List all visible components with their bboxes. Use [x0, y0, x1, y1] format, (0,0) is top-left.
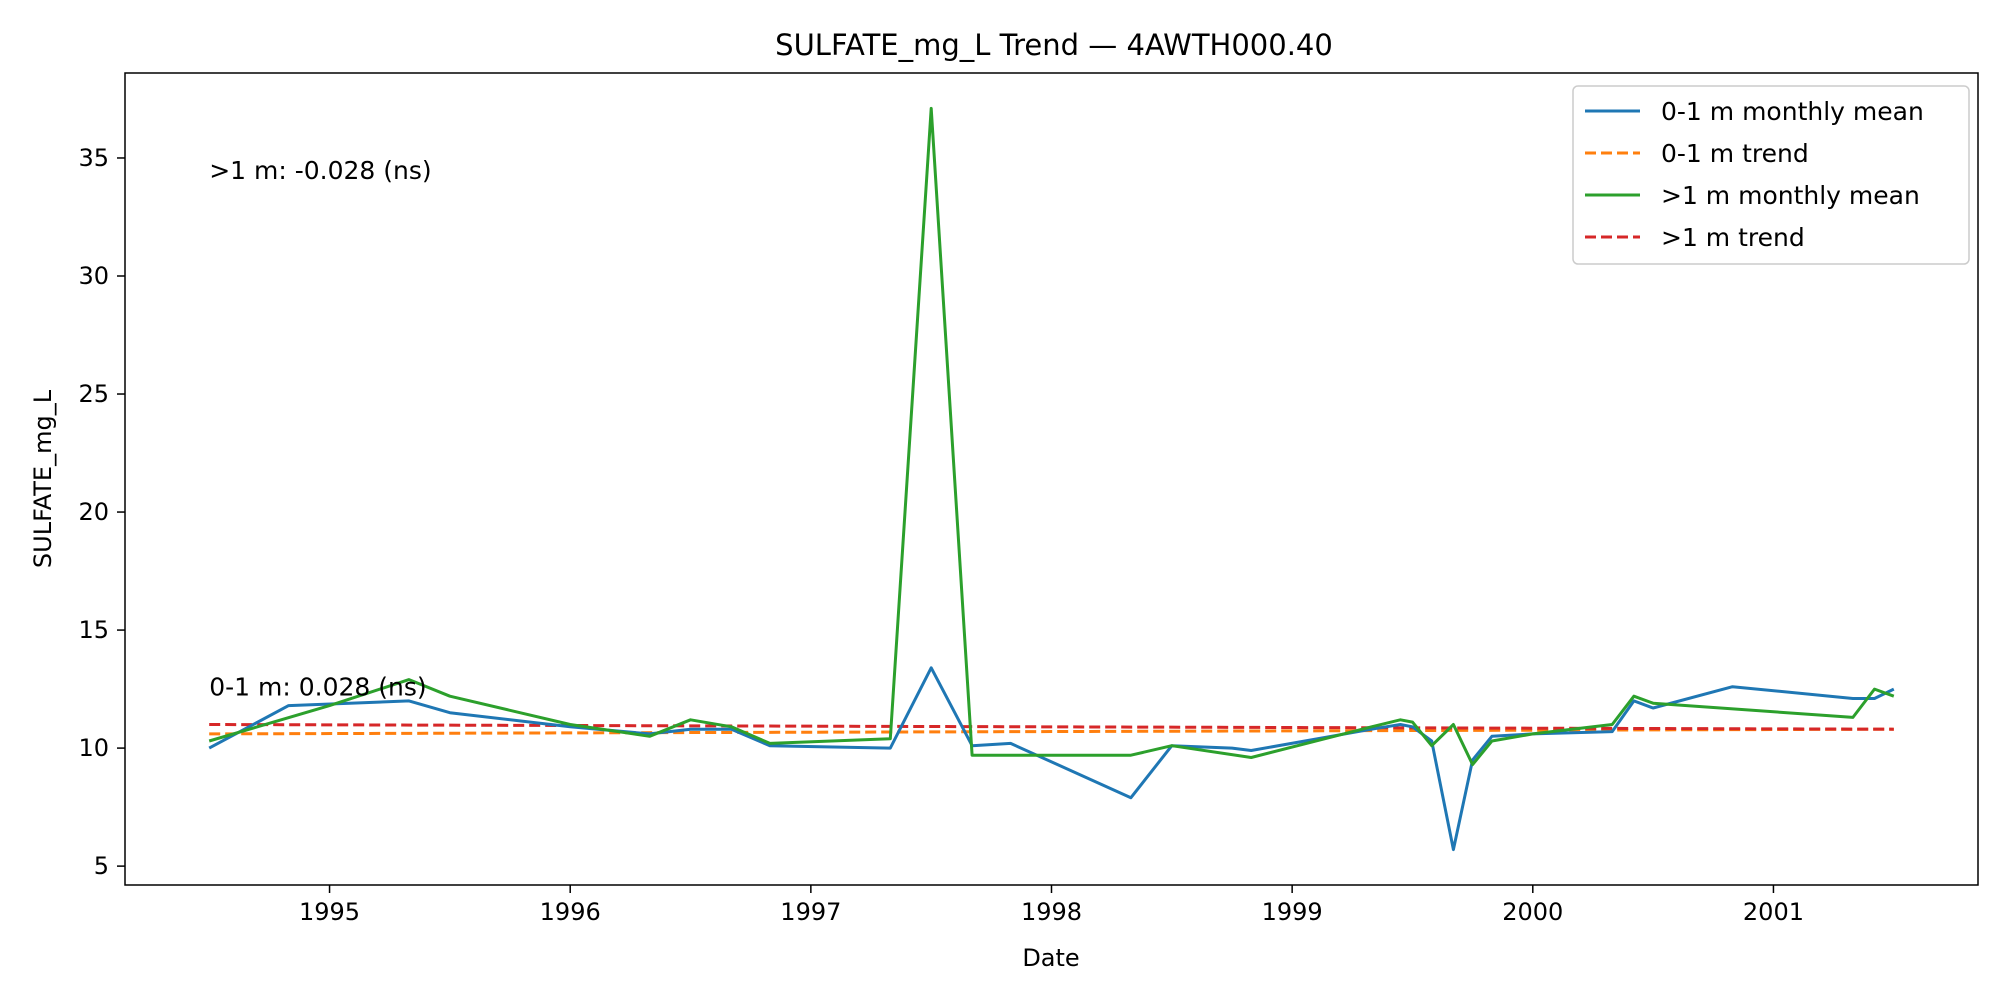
x-axis: 1995 1996 1997 1998 1999 2000 2001: [299, 885, 1804, 926]
series-line-2: [208, 106, 1895, 767]
legend: 0-1 m monthly mean 0-1 m trend >1 m monthl…: [1572, 85, 1970, 265]
chart-title: SULFATE_mg_L Trend — 4AWTH000.40: [775, 28, 1333, 62]
series-line-3: [209, 723, 1894, 731]
legend-entry-label: 0-1 m monthly mean: [1661, 97, 1924, 126]
y-axis: 5 10 15 20 25 30 35: [78, 144, 125, 880]
y-tick-label: 35: [78, 144, 109, 172]
series-line-1: [209, 727, 1894, 736]
x-tick-label: 1995: [299, 898, 360, 926]
x-tick-label: 1996: [540, 898, 601, 926]
plot-content: [208, 106, 1895, 852]
y-tick-label: 30: [78, 262, 109, 290]
x-tick-label: 1998: [1021, 898, 1082, 926]
y-tick-label: 5: [94, 852, 109, 880]
legend-entry-label: >1 m trend: [1661, 223, 1805, 252]
x-tick-label: 2000: [1502, 898, 1563, 926]
y-tick-label: 25: [78, 380, 109, 408]
y-axis-label: SULFATE_mg_L: [29, 389, 57, 568]
x-tick-label: 1999: [1262, 898, 1323, 926]
legend-box: [1572, 85, 1970, 265]
y-tick-label: 15: [78, 616, 109, 644]
x-axis-label: Date: [1022, 944, 1079, 972]
trend-annotation: 0-1 m: 0.028 (ns): [209, 673, 426, 702]
trend-annotation: >1 m: -0.028 (ns): [209, 156, 431, 185]
y-tick-label: 20: [78, 498, 109, 526]
legend-entry-label: 0-1 m trend: [1661, 139, 1809, 168]
y-tick-label: 10: [78, 734, 109, 762]
x-tick-label: 2001: [1743, 898, 1804, 926]
annotations: >1 m: -0.028 (ns) 0-1 m: 0.028 (ns): [209, 156, 431, 702]
legend-entry-label: >1 m monthly mean: [1661, 181, 1920, 210]
x-tick-label: 1997: [780, 898, 841, 926]
series-line-0: [208, 666, 1895, 852]
